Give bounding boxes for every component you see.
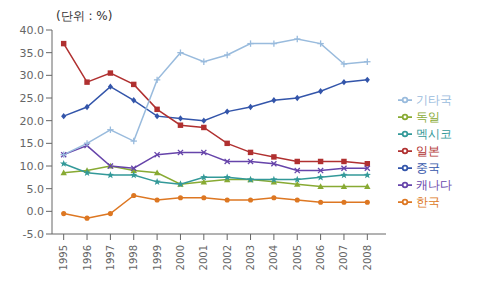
- svg-text:1996: 1996: [82, 245, 93, 270]
- svg-text:2001: 2001: [198, 245, 209, 270]
- svg-text:2005: 2005: [292, 245, 303, 270]
- html-text:(단위 : %): (단위 : %): [56, 9, 113, 23]
- html-text:캐나다: 캐나다: [416, 177, 452, 192]
- html-text:독일: 독일: [416, 109, 440, 124]
- svg-text:2004: 2004: [268, 245, 279, 270]
- svg-text:2002: 2002: [222, 245, 233, 270]
- svg-text:2000: 2000: [175, 245, 186, 270]
- svg-text:1995: 1995: [58, 245, 69, 270]
- html-text:한국: 한국: [416, 194, 440, 209]
- svg-text:10.0: 10.0: [20, 160, 45, 173]
- html-text:기타국: 기타국: [416, 92, 452, 107]
- svg-text:40.0: 40.0: [20, 24, 45, 37]
- html-text:멕시코: 멕시코: [416, 126, 452, 141]
- svg-text:-5.0: -5.0: [23, 228, 44, 241]
- svg-text:25.0: 25.0: [20, 92, 45, 105]
- svg-text:2008: 2008: [362, 245, 373, 270]
- svg-text:2006: 2006: [315, 245, 326, 270]
- svg-text:5.0: 5.0: [27, 183, 45, 196]
- svg-text:20.0: 20.0: [20, 115, 45, 128]
- svg-text:35.0: 35.0: [20, 47, 45, 60]
- html-text:일본: 일본: [416, 143, 440, 158]
- svg-text:1997: 1997: [105, 245, 116, 270]
- html-text:중국: 중국: [416, 160, 440, 175]
- svg-text:0.0: 0.0: [27, 205, 45, 218]
- svg-text:2003: 2003: [245, 245, 256, 270]
- svg-text:1998: 1998: [128, 245, 139, 270]
- svg-text:15.0: 15.0: [20, 137, 45, 150]
- svg-text:2007: 2007: [338, 245, 349, 270]
- svg-text:30.0: 30.0: [20, 69, 45, 82]
- svg-text:1999: 1999: [152, 245, 163, 270]
